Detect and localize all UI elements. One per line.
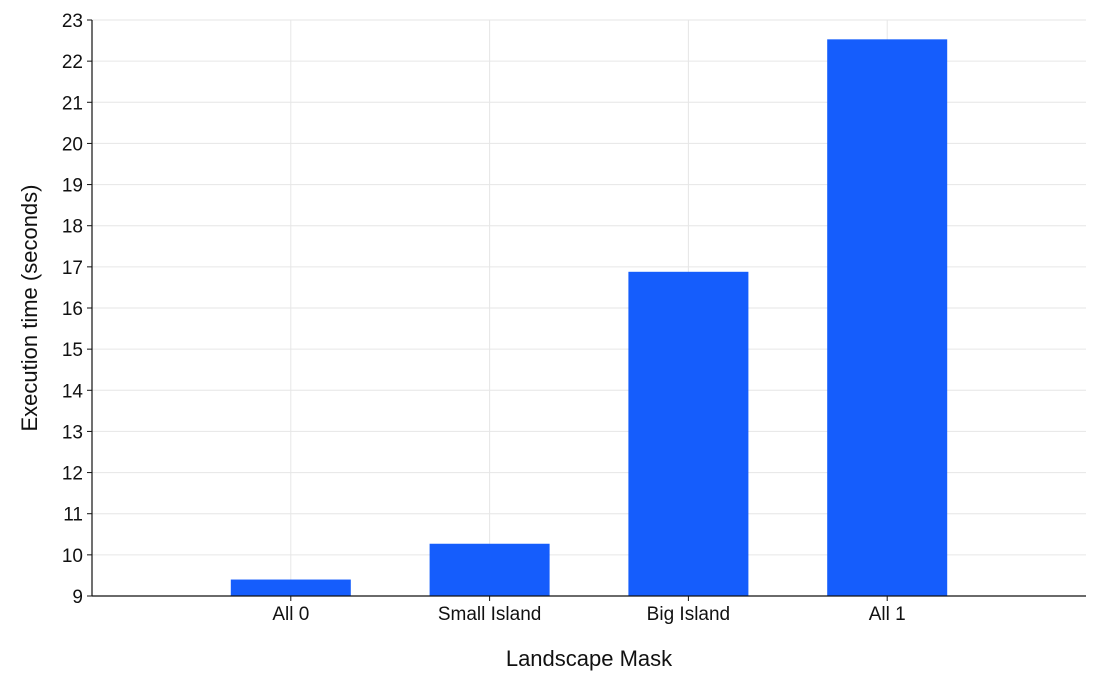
bar xyxy=(628,271,749,596)
x-axis-title: Landscape Mask xyxy=(506,646,673,671)
y-tick-label: 10 xyxy=(62,546,83,567)
bar xyxy=(429,543,550,596)
y-tick-label: 14 xyxy=(62,381,84,402)
y-tick-label: 13 xyxy=(62,422,83,443)
x-tick-label: Small Island xyxy=(438,604,542,625)
y-tick-label: 22 xyxy=(62,52,83,73)
y-tick-label: 20 xyxy=(62,134,83,155)
y-tick-label: 21 xyxy=(62,93,83,114)
y-tick-label: 15 xyxy=(62,340,83,361)
y-tick-label: 11 xyxy=(63,505,83,526)
y-tick-label: 9 xyxy=(72,587,83,608)
y-axis-title: Execution time (seconds) xyxy=(17,185,42,432)
y-tick-label: 23 xyxy=(62,11,83,32)
y-tick-label: 17 xyxy=(62,258,83,279)
y-tick-label: 12 xyxy=(62,464,83,485)
y-tick-label: 16 xyxy=(62,299,83,320)
y-tick-label: 19 xyxy=(62,176,83,197)
x-tick-label: All 0 xyxy=(272,604,309,625)
x-tick-labels: All 0 Small Island Big Island All 1 xyxy=(272,596,906,625)
y-tick-labels: 9 10 11 12 13 14 15 16 17 18 19 20 21 22 23 xyxy=(62,11,92,608)
bars xyxy=(230,39,948,596)
x-tick-label: Big Island xyxy=(647,604,730,625)
x-tick-label: All 1 xyxy=(869,604,906,625)
y-tick-label: 18 xyxy=(62,217,83,238)
bar xyxy=(827,39,948,596)
bar xyxy=(230,579,351,596)
